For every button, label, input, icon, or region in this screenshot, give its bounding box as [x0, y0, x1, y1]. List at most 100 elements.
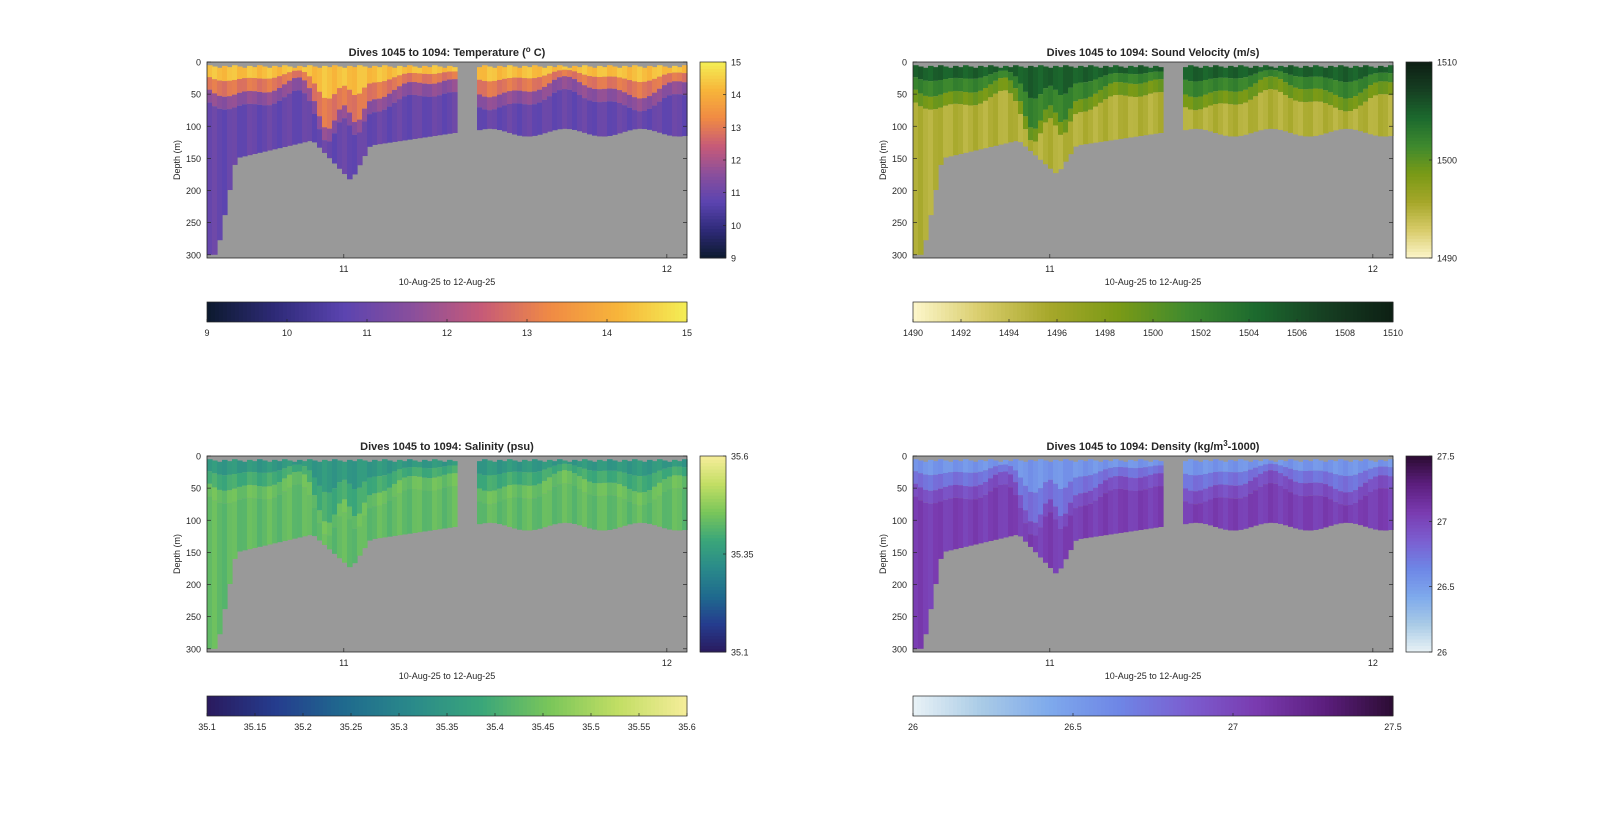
data-cell — [432, 73, 438, 84]
data-cell — [1323, 67, 1329, 78]
title-main: Dives 1045 to 1094: Sound Velocity (m/s) — [1047, 47, 1260, 59]
data-cell — [287, 460, 293, 467]
data-cell — [382, 96, 388, 110]
data-cell — [657, 495, 663, 527]
data-cell — [1063, 513, 1069, 527]
data-cell — [1003, 484, 1009, 538]
colorbar-horizontal-swatch — [1273, 302, 1278, 322]
data-cell — [267, 92, 273, 106]
data-cell — [637, 492, 643, 506]
colorbar-vertical-swatch — [1406, 586, 1432, 591]
data-cell — [963, 498, 969, 547]
data-cell — [557, 65, 563, 71]
colorbar-horizontal-swatch — [375, 696, 380, 716]
colorbar-vertical-swatch — [1406, 114, 1432, 119]
data-cell — [537, 496, 543, 529]
data-cell — [617, 461, 623, 472]
data-cell — [612, 470, 618, 483]
colorbar-horizontal-swatch — [1113, 696, 1118, 716]
data-cell — [1128, 467, 1134, 478]
data-cell — [1218, 471, 1224, 485]
data-cell — [1133, 84, 1139, 97]
data-cell — [402, 477, 408, 491]
colorbar-horizontal-swatch — [331, 696, 336, 716]
data-cell — [447, 92, 453, 134]
colorbar-vertical-swatch — [700, 231, 726, 236]
data-cell — [317, 485, 323, 511]
data-cell — [1093, 106, 1099, 143]
data-cell — [377, 476, 383, 493]
data-cell — [1018, 83, 1024, 102]
data-cell — [557, 464, 563, 472]
data-cell — [622, 78, 628, 93]
colorbar-vertical-swatch — [1406, 573, 1432, 578]
colorbar-horizontal-swatch — [299, 302, 304, 322]
colorbar-horizontal-swatch — [1237, 302, 1242, 322]
data-cell — [1223, 67, 1229, 78]
colorbar-horizontal-box — [912, 695, 1394, 717]
colorbar-horizontal-swatch — [215, 302, 220, 322]
colorbar-horizontal-swatch — [519, 302, 524, 322]
data-cell — [1268, 89, 1274, 129]
data-cell — [1293, 76, 1299, 88]
colorbar-vertical-swatch — [700, 648, 726, 653]
colorbar-horizontal-swatch — [635, 302, 640, 322]
data-cell — [1263, 464, 1269, 472]
data-cell — [522, 498, 528, 531]
colorbar-horizontal-swatch — [1177, 302, 1182, 322]
data-cell — [1183, 488, 1189, 502]
colorbar-vertical-swatch — [700, 629, 726, 633]
colorbar-vertical-swatch — [700, 524, 726, 529]
colorbar-horizontal-swatch — [1093, 302, 1098, 322]
data-cell — [542, 493, 548, 528]
data-cell — [1128, 65, 1134, 74]
data-cell — [1328, 486, 1334, 500]
colorbar-horizontal-swatch — [1141, 696, 1146, 716]
data-cell — [207, 77, 213, 90]
data-cell — [993, 80, 999, 94]
data-cell — [1058, 134, 1064, 170]
colorbar-horizontal-swatch — [1065, 696, 1070, 716]
colorbar-horizontal-swatch — [295, 302, 300, 322]
data-cell — [422, 96, 428, 138]
data-cell — [447, 473, 453, 487]
colorbar-vertical-label: 1510 — [1437, 58, 1457, 68]
colorbar-horizontal-swatch — [423, 696, 428, 716]
data-cell — [1193, 66, 1199, 82]
data-cell — [447, 486, 453, 528]
colorbar-horizontal-label: 11 — [362, 328, 371, 338]
colorbar-horizontal-swatch — [663, 302, 668, 322]
colorbar-vertical-swatch — [1406, 117, 1432, 122]
data-cell — [332, 514, 338, 528]
data-cell — [477, 79, 483, 95]
colorbar-horizontal-label: 26 — [908, 722, 918, 732]
data-cell — [1213, 459, 1219, 473]
data-cell — [412, 94, 418, 139]
colorbar-horizontal-swatch — [519, 696, 524, 716]
data-cell — [1193, 491, 1199, 505]
x-tick-label: 11 — [1045, 658, 1054, 668]
data-cell — [332, 488, 338, 515]
data-cell — [352, 67, 358, 96]
data-cell — [1053, 519, 1059, 574]
colorbar-horizontal-swatch — [965, 302, 970, 322]
colorbar-horizontal-swatch — [639, 696, 644, 716]
y-tick-label: 0 — [196, 58, 201, 68]
y-tick-label: 50 — [897, 484, 907, 494]
data-cell — [352, 516, 358, 529]
colorbar-horizontal-swatch — [443, 696, 448, 716]
data-cell — [562, 66, 568, 70]
data-cell — [1028, 459, 1034, 492]
data-cell — [1138, 65, 1144, 74]
data-cell — [312, 477, 318, 496]
colorbar-horizontal-swatch — [1357, 696, 1362, 716]
data-cell — [577, 476, 583, 490]
data-cell — [1138, 96, 1144, 136]
data-cell — [1133, 96, 1139, 137]
chart-panel-2: Dives 1045 to 1094: Sound Velocity (m/s)… — [878, 47, 1457, 338]
colorbar-horizontal-swatch — [1313, 696, 1318, 716]
data-cell — [1308, 470, 1314, 483]
data-cell — [1208, 78, 1214, 93]
colorbar-vertical-swatch — [1406, 133, 1432, 138]
colorbar-horizontal-swatch — [207, 696, 212, 716]
